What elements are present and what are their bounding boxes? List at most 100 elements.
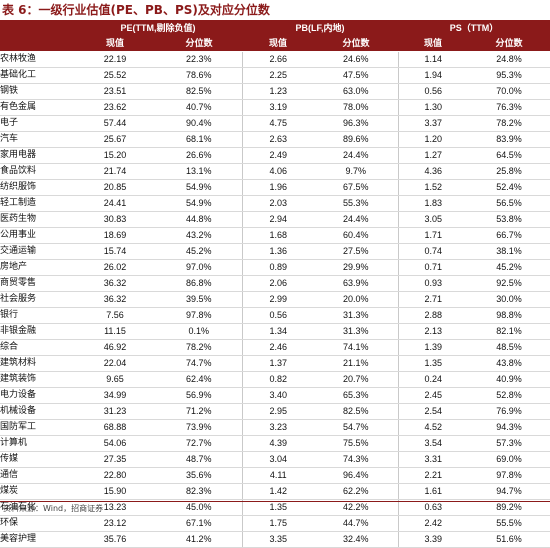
pb-percentile-cell: 74.1% xyxy=(314,339,398,356)
header-ps: PS（TTM） xyxy=(398,21,550,36)
pb-value-cell: 1.96 xyxy=(241,179,314,196)
ps-percentile-cell: 97.8% xyxy=(468,467,550,484)
pb-value-cell: 3.19 xyxy=(241,99,314,116)
ps-value-cell: 0.71 xyxy=(397,259,468,276)
pe-percentile-cell: 78.6% xyxy=(156,67,242,84)
pe-value-cell: 22.80 xyxy=(74,467,156,484)
ps-value-cell: 2.42 xyxy=(397,515,468,532)
ps-percentile-cell: 55.5% xyxy=(468,515,550,532)
pe-percentile-cell: 43.2% xyxy=(156,227,242,244)
ps-value-cell: 1.94 xyxy=(397,67,468,84)
ps-percentile-cell: 89.2% xyxy=(468,499,550,516)
industry-cell: 房地产 xyxy=(0,259,74,276)
table-row: 国防军工 68.88 73.9% 3.23 54.7% 4.52 94.3% xyxy=(0,419,550,436)
pe-value-cell: 26.02 xyxy=(74,259,156,276)
ps-percentile-cell: 52.8% xyxy=(468,387,550,404)
pb-value-cell: 2.63 xyxy=(241,131,314,148)
pb-percentile-cell: 24.6% xyxy=(314,51,398,68)
pe-value-cell: 22.19 xyxy=(74,51,156,68)
ps-value-cell: 1.27 xyxy=(397,147,468,164)
ps-value-cell: 3.05 xyxy=(397,211,468,228)
table-row: 机械设备 31.23 71.2% 2.95 82.5% 2.54 76.9% xyxy=(0,403,550,420)
industry-cell: 银行 xyxy=(0,307,74,324)
pe-percentile-cell: 41.2% xyxy=(156,531,242,548)
ps-value-cell: 2.88 xyxy=(397,307,468,324)
pe-value-cell: 36.32 xyxy=(74,291,156,308)
ps-value-cell: 0.24 xyxy=(397,371,468,388)
header-pe: PE(TTM,剔除负值) xyxy=(74,21,242,36)
ps-value-cell: 3.31 xyxy=(397,451,468,468)
industry-cell: 有色金属 xyxy=(0,99,74,116)
ps-percentile-cell: 52.4% xyxy=(468,179,550,196)
ps-value-cell: 1.35 xyxy=(397,355,468,372)
ps-value-cell: 2.13 xyxy=(397,323,468,340)
pe-percentile-cell: 68.1% xyxy=(156,131,242,148)
industry-cell: 煤炭 xyxy=(0,483,74,500)
header-pe-value: 现值 xyxy=(74,36,156,52)
table-row: 医药生物 30.83 44.8% 2.94 24.4% 3.05 53.8% xyxy=(0,211,550,228)
pb-percentile-cell: 55.3% xyxy=(314,195,398,212)
pe-percentile-cell: 26.6% xyxy=(156,147,242,164)
pe-value-cell: 18.69 xyxy=(74,227,156,244)
pb-percentile-cell: 27.5% xyxy=(314,243,398,260)
pb-percentile-cell: 32.4% xyxy=(314,531,398,548)
table-row: 商贸零售 36.32 86.8% 2.06 63.9% 0.93 92.5% xyxy=(0,275,550,292)
pe-value-cell: 23.12 xyxy=(74,515,156,532)
pb-value-cell: 0.56 xyxy=(241,307,314,324)
pe-value-cell: 25.52 xyxy=(74,67,156,84)
pe-percentile-cell: 82.5% xyxy=(156,83,242,100)
pe-value-cell: 11.15 xyxy=(74,323,156,340)
industry-cell: 公用事业 xyxy=(0,227,74,244)
ps-percentile-cell: 66.7% xyxy=(468,227,550,244)
ps-value-cell: 2.71 xyxy=(397,291,468,308)
ps-percentile-cell: 70.0% xyxy=(468,83,550,100)
table-row: 轻工制造 24.41 54.9% 2.03 55.3% 1.83 56.5% xyxy=(0,195,550,212)
ps-percentile-cell: 51.6% xyxy=(468,531,550,548)
pe-percentile-cell: 54.9% xyxy=(156,179,242,196)
pe-percentile-cell: 56.9% xyxy=(156,387,242,404)
pb-value-cell: 4.06 xyxy=(241,163,314,180)
ps-percentile-cell: 38.1% xyxy=(468,243,550,260)
pb-percentile-cell: 29.9% xyxy=(314,259,398,276)
ps-percentile-cell: 48.5% xyxy=(468,339,550,356)
table-row: 家用电器 15.20 26.6% 2.49 24.4% 1.27 64.5% xyxy=(0,147,550,164)
pb-value-cell: 1.75 xyxy=(241,515,314,532)
pe-percentile-cell: 72.7% xyxy=(156,435,242,452)
ps-value-cell: 2.45 xyxy=(397,387,468,404)
pe-percentile-cell: 35.6% xyxy=(156,467,242,484)
pe-value-cell: 21.74 xyxy=(74,163,156,180)
pb-percentile-cell: 74.3% xyxy=(314,451,398,468)
pe-value-cell: 15.74 xyxy=(74,243,156,260)
industry-cell: 钢铁 xyxy=(0,83,74,100)
pb-value-cell: 0.82 xyxy=(241,371,314,388)
ps-percentile-cell: 94.3% xyxy=(468,419,550,436)
table-row: 房地产 26.02 97.0% 0.89 29.9% 0.71 45.2% xyxy=(0,259,550,276)
industry-cell: 轻工制造 xyxy=(0,195,74,212)
industry-cell: 医药生物 xyxy=(0,211,74,228)
pb-value-cell: 3.40 xyxy=(241,387,314,404)
ps-value-cell: 1.14 xyxy=(397,51,468,68)
header-sub-row: 现值 分位数 现值 分位数 现值 分位数 xyxy=(0,36,550,52)
pe-value-cell: 9.65 xyxy=(74,371,156,388)
industry-cell: 机械设备 xyxy=(0,403,74,420)
pb-value-cell: 1.23 xyxy=(241,83,314,100)
pb-value-cell: 2.46 xyxy=(241,339,314,356)
pb-value-cell: 2.25 xyxy=(241,67,314,84)
ps-percentile-cell: 24.8% xyxy=(468,51,550,68)
ps-value-cell: 2.21 xyxy=(397,467,468,484)
ps-percentile-cell: 53.8% xyxy=(468,211,550,228)
pb-value-cell: 1.34 xyxy=(241,323,314,340)
pe-percentile-cell: 45.0% xyxy=(156,499,242,516)
ps-value-cell: 1.30 xyxy=(397,99,468,116)
pe-percentile-cell: 97.8% xyxy=(156,307,242,324)
pe-value-cell: 34.99 xyxy=(74,387,156,404)
industry-cell: 商贸零售 xyxy=(0,275,74,292)
pb-value-cell: 2.99 xyxy=(241,291,314,308)
pb-value-cell: 1.35 xyxy=(241,499,314,516)
ps-percentile-cell: 78.2% xyxy=(468,115,550,132)
pb-value-cell: 1.37 xyxy=(241,355,314,372)
table-row: 煤炭 15.90 82.3% 1.42 62.2% 1.61 94.7% xyxy=(0,483,550,500)
pb-value-cell: 3.23 xyxy=(241,419,314,436)
industry-cell: 综合 xyxy=(0,339,74,356)
ps-value-cell: 4.52 xyxy=(397,419,468,436)
